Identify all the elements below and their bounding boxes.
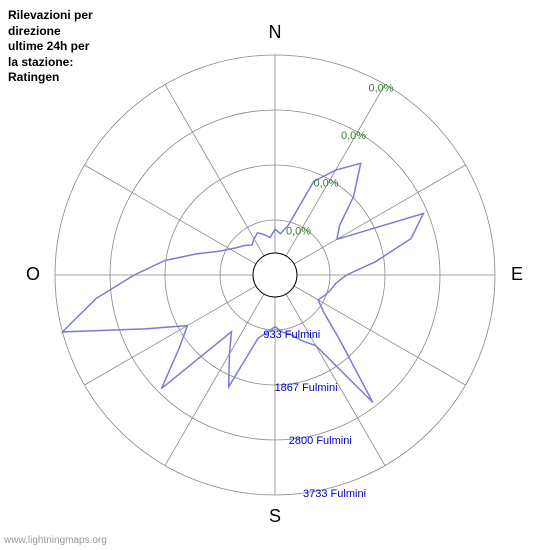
- svg-text:E: E: [511, 264, 523, 284]
- footer-credit: www.lightningmaps.org: [4, 535, 107, 546]
- svg-text:3733 Fulmini: 3733 Fulmini: [303, 488, 366, 500]
- svg-text:2800 Fulmini: 2800 Fulmini: [289, 435, 352, 447]
- svg-text:S: S: [269, 506, 281, 526]
- svg-text:0,0%: 0,0%: [286, 225, 311, 237]
- svg-text:0,0%: 0,0%: [313, 178, 338, 190]
- svg-text:933 Fulmini: 933 Fulmini: [263, 329, 320, 341]
- svg-text:1867 Fulmini: 1867 Fulmini: [275, 382, 338, 394]
- svg-text:0,0%: 0,0%: [341, 130, 366, 142]
- chart-title: Rilevazioni per direzione ultime 24h per…: [8, 8, 93, 86]
- svg-text:0,0%: 0,0%: [368, 82, 393, 94]
- svg-text:N: N: [269, 22, 282, 42]
- svg-text:O: O: [26, 264, 40, 284]
